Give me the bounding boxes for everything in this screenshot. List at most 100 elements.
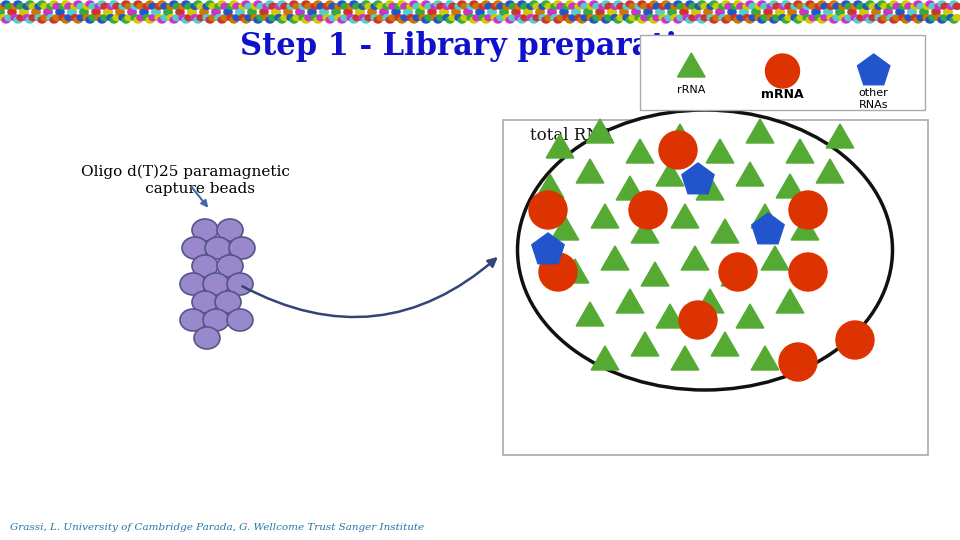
Ellipse shape (410, 1, 418, 7)
Ellipse shape (26, 17, 34, 23)
Ellipse shape (800, 9, 808, 15)
Ellipse shape (407, 15, 415, 21)
Ellipse shape (737, 3, 745, 9)
Ellipse shape (350, 17, 358, 23)
Ellipse shape (74, 17, 82, 23)
Ellipse shape (584, 9, 592, 15)
Ellipse shape (521, 3, 529, 9)
Ellipse shape (164, 9, 172, 15)
Ellipse shape (488, 9, 496, 15)
Ellipse shape (380, 9, 388, 15)
Ellipse shape (128, 9, 136, 15)
Ellipse shape (188, 9, 196, 15)
Ellipse shape (527, 3, 535, 9)
Ellipse shape (137, 15, 145, 21)
Ellipse shape (125, 3, 133, 9)
Ellipse shape (278, 1, 286, 7)
Ellipse shape (14, 1, 22, 7)
Ellipse shape (125, 15, 133, 21)
Ellipse shape (296, 9, 304, 15)
Ellipse shape (485, 3, 493, 9)
Ellipse shape (644, 9, 652, 15)
Ellipse shape (791, 3, 799, 9)
Ellipse shape (941, 3, 949, 9)
Ellipse shape (902, 1, 910, 7)
Polygon shape (696, 289, 724, 313)
Ellipse shape (62, 1, 70, 7)
Ellipse shape (920, 9, 928, 15)
Ellipse shape (107, 3, 115, 9)
Ellipse shape (461, 15, 469, 21)
Ellipse shape (485, 15, 493, 21)
Ellipse shape (548, 9, 556, 15)
Ellipse shape (680, 9, 688, 15)
Ellipse shape (494, 1, 502, 7)
Ellipse shape (251, 3, 259, 9)
Ellipse shape (530, 17, 538, 23)
Ellipse shape (8, 9, 16, 15)
Ellipse shape (350, 1, 358, 7)
Ellipse shape (95, 15, 103, 21)
Ellipse shape (776, 9, 784, 15)
Ellipse shape (596, 9, 604, 15)
Ellipse shape (680, 9, 688, 15)
Ellipse shape (659, 3, 667, 9)
Ellipse shape (584, 9, 592, 15)
Ellipse shape (944, 9, 952, 15)
Polygon shape (707, 139, 733, 163)
Ellipse shape (491, 3, 499, 9)
Ellipse shape (65, 15, 73, 21)
Ellipse shape (647, 3, 655, 9)
Ellipse shape (620, 9, 628, 15)
Polygon shape (616, 176, 644, 200)
Ellipse shape (140, 9, 148, 15)
Ellipse shape (392, 9, 400, 15)
Ellipse shape (923, 3, 931, 9)
Ellipse shape (332, 9, 340, 15)
Ellipse shape (422, 1, 430, 7)
Ellipse shape (194, 1, 202, 7)
Ellipse shape (482, 1, 490, 7)
Ellipse shape (527, 15, 535, 21)
Ellipse shape (758, 1, 766, 7)
Ellipse shape (95, 3, 103, 9)
Ellipse shape (212, 9, 220, 15)
Ellipse shape (266, 17, 274, 23)
Ellipse shape (557, 3, 565, 9)
Ellipse shape (116, 9, 124, 15)
Ellipse shape (227, 15, 235, 21)
Polygon shape (671, 204, 699, 228)
Ellipse shape (158, 17, 166, 23)
Ellipse shape (104, 9, 112, 15)
Ellipse shape (746, 17, 754, 23)
Ellipse shape (632, 9, 640, 15)
Ellipse shape (563, 3, 571, 9)
Ellipse shape (734, 17, 742, 23)
Text: Oligo d(T)25 paramagnetic
      capture beads: Oligo d(T)25 paramagnetic capture beads (81, 165, 289, 195)
Ellipse shape (926, 17, 934, 23)
Ellipse shape (59, 3, 67, 9)
Ellipse shape (230, 1, 238, 7)
Ellipse shape (17, 3, 25, 9)
Ellipse shape (287, 3, 295, 9)
Ellipse shape (217, 255, 243, 277)
Ellipse shape (773, 3, 781, 9)
Ellipse shape (179, 15, 187, 21)
Ellipse shape (302, 1, 310, 7)
Ellipse shape (65, 3, 73, 9)
Ellipse shape (422, 17, 430, 23)
Circle shape (529, 191, 567, 229)
Ellipse shape (824, 9, 832, 15)
Ellipse shape (23, 3, 31, 9)
Ellipse shape (192, 219, 218, 241)
Ellipse shape (929, 15, 937, 21)
Polygon shape (576, 302, 604, 326)
Ellipse shape (227, 3, 235, 9)
Ellipse shape (413, 15, 421, 21)
Ellipse shape (581, 15, 589, 21)
Ellipse shape (290, 17, 298, 23)
Ellipse shape (464, 9, 472, 15)
Ellipse shape (56, 9, 64, 15)
Ellipse shape (38, 1, 46, 7)
Ellipse shape (245, 15, 253, 21)
